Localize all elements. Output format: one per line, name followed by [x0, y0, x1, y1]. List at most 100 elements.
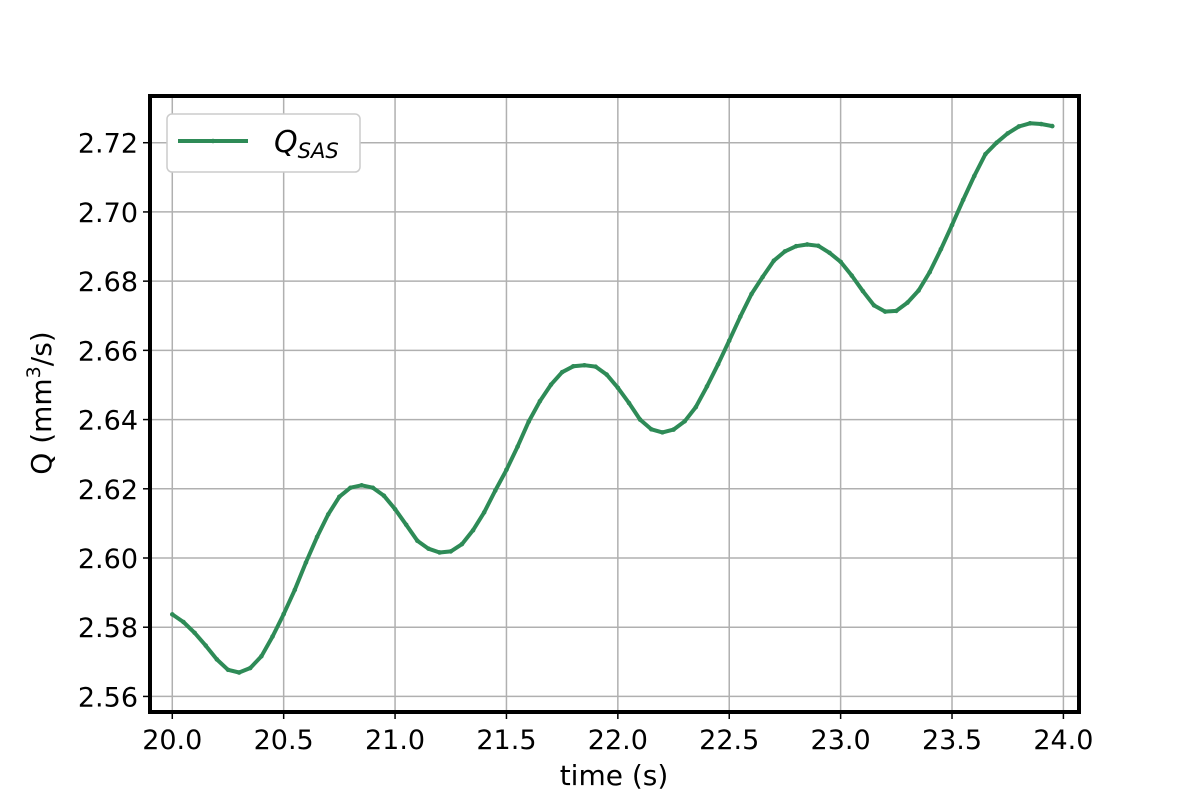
series-layer [169, 121, 1055, 675]
data-point [236, 670, 242, 675]
data-point [570, 363, 576, 369]
data-point [392, 506, 398, 512]
data-point [604, 372, 610, 377]
data-point [314, 534, 320, 540]
data-point [626, 400, 632, 406]
legend-entry-subscript: SAS [298, 139, 339, 163]
data-point [448, 549, 454, 554]
data-point [426, 546, 431, 551]
data-point [927, 269, 933, 275]
data-point [637, 417, 643, 422]
data-point [983, 151, 988, 157]
y-axis-ticks: 2.56 2.58 2.60 2.62 2.64 2.66 2.68 2.70 2.72 [78, 129, 150, 713]
y-tick-label: 2.60 [78, 544, 138, 575]
data-point [481, 510, 487, 515]
data-point [938, 247, 944, 252]
data-point [370, 485, 376, 491]
data-point [225, 667, 231, 673]
data-point [860, 288, 866, 294]
legend-marker [210, 138, 216, 144]
data-point [192, 630, 197, 636]
grid [150, 96, 1079, 712]
x-tick-label: 24.0 [1033, 725, 1093, 756]
data-point [437, 550, 442, 555]
data-point [827, 250, 832, 256]
data-point [849, 273, 855, 278]
data-point [247, 665, 253, 671]
data-point [960, 197, 966, 203]
data-point [804, 242, 810, 247]
data-point [782, 249, 788, 254]
data-point [816, 243, 821, 249]
y-tick-label: 2.64 [78, 406, 138, 437]
plot-frame [148, 94, 1081, 714]
data-point [905, 300, 910, 305]
data-point [871, 303, 877, 308]
y-axis-label: Q (mm3/s) [23, 331, 58, 474]
data-point [660, 430, 665, 435]
data-point [949, 222, 955, 228]
legend-box [166, 113, 361, 173]
y-axis-label-superscript: 3 [23, 366, 45, 378]
data-point [726, 338, 732, 343]
y-tick-label: 2.62 [78, 475, 138, 506]
data-point [882, 309, 888, 314]
data-point [671, 427, 676, 432]
x-tick-label: 23.0 [811, 725, 871, 756]
data-point [704, 384, 710, 389]
legend-entry-main: Q [274, 125, 298, 160]
data-point [403, 522, 409, 528]
data-point [916, 288, 921, 293]
data-point [1005, 131, 1011, 136]
data-point [582, 362, 587, 368]
data-point [1038, 121, 1044, 127]
data-point [348, 485, 353, 491]
x-tick-label: 20.0 [142, 725, 202, 756]
data-point [994, 140, 999, 146]
data-point [615, 385, 621, 391]
y-tick-label: 2.66 [78, 336, 138, 367]
data-point [169, 612, 175, 617]
data-point [325, 512, 331, 517]
data-point [693, 404, 699, 410]
data-point [894, 308, 899, 314]
x-tick-label: 20.5 [254, 725, 314, 756]
data-point [515, 444, 520, 449]
data-point [292, 587, 298, 593]
x-axis-ticks: 20.0 20.5 21.0 21.5 22.0 22.5 23.0 23.5 24.0 [142, 712, 1093, 756]
data-point [504, 467, 509, 473]
data-point [270, 634, 275, 639]
y-tick-label: 2.56 [78, 682, 138, 713]
data-point [1016, 124, 1022, 129]
data-point [303, 560, 309, 565]
data-point [526, 419, 532, 424]
data-point [337, 494, 342, 500]
x-tick-label: 22.0 [588, 725, 648, 756]
data-point [682, 419, 687, 424]
data-point [470, 528, 476, 533]
y-axis-label-end: /s) [25, 331, 58, 366]
data-point [548, 382, 554, 387]
data-point [559, 369, 565, 375]
data-point [793, 243, 799, 249]
data-point [537, 398, 543, 404]
data-point [415, 538, 420, 543]
data-point [738, 314, 743, 319]
legend-entry: QSAS [274, 125, 339, 163]
data-point [214, 657, 220, 662]
x-tick-label: 21.5 [476, 725, 536, 756]
y-axis-label-main: Q (mm [25, 378, 58, 474]
data-point [771, 258, 777, 264]
y-tick-label: 2.68 [78, 267, 138, 298]
data-point [971, 173, 977, 179]
x-tick-label: 23.5 [922, 725, 982, 756]
y-tick-label: 2.58 [78, 613, 138, 644]
y-tick-label: 2.72 [78, 129, 138, 160]
data-point [459, 541, 465, 547]
data-point [648, 426, 654, 432]
x-tick-label: 22.5 [699, 725, 759, 756]
data-point [181, 619, 186, 625]
data-point [749, 291, 754, 297]
data-point [493, 488, 498, 493]
data-point [715, 361, 721, 367]
